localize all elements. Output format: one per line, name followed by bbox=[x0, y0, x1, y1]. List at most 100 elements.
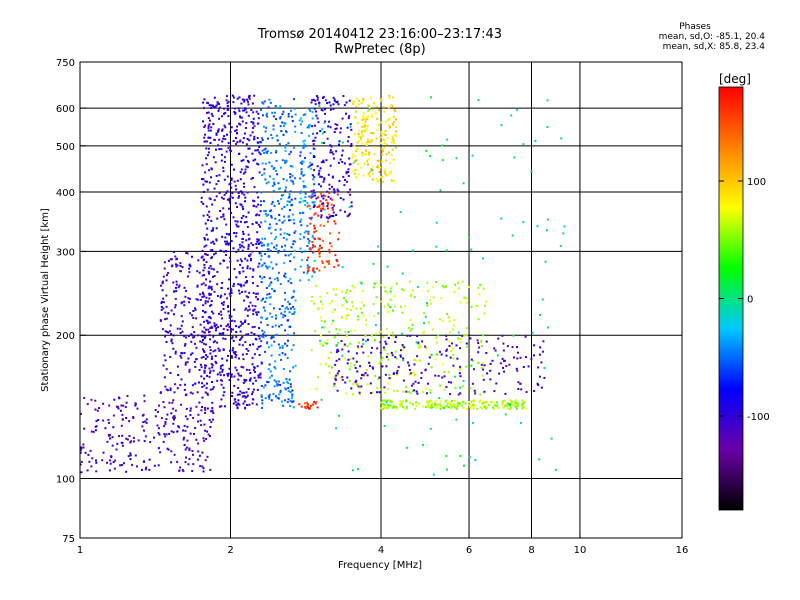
data-point bbox=[260, 244, 263, 247]
data-point bbox=[324, 195, 327, 198]
data-point bbox=[422, 405, 424, 408]
data-point bbox=[278, 271, 280, 274]
data-point bbox=[263, 148, 266, 151]
data-point bbox=[234, 401, 237, 404]
data-point bbox=[266, 380, 268, 383]
data-point bbox=[321, 307, 324, 310]
data-point bbox=[346, 362, 349, 365]
data-point bbox=[334, 254, 337, 257]
data-point bbox=[439, 400, 442, 403]
data-point bbox=[309, 109, 312, 112]
data-point bbox=[424, 345, 427, 348]
data-point bbox=[274, 217, 277, 220]
data-point bbox=[447, 401, 450, 404]
data-point bbox=[323, 224, 326, 227]
data-point bbox=[319, 200, 322, 203]
data-point bbox=[219, 374, 222, 376]
data-point bbox=[479, 399, 482, 402]
data-point bbox=[304, 157, 306, 159]
data-point bbox=[267, 243, 270, 246]
data-point bbox=[244, 308, 247, 311]
data-point bbox=[299, 161, 302, 164]
data-point bbox=[376, 117, 379, 120]
data-point bbox=[317, 250, 320, 253]
data-point bbox=[312, 244, 314, 247]
data-point bbox=[314, 212, 317, 215]
data-point bbox=[404, 407, 407, 410]
data-point bbox=[326, 205, 329, 207]
data-point bbox=[300, 170, 303, 173]
data-point bbox=[386, 388, 389, 391]
data-point bbox=[489, 369, 492, 372]
data-point bbox=[273, 366, 276, 369]
data-point bbox=[264, 384, 267, 387]
data-point bbox=[242, 215, 245, 217]
data-point bbox=[363, 153, 366, 156]
data-point bbox=[336, 389, 339, 392]
data-point bbox=[115, 405, 118, 408]
data-point bbox=[170, 340, 173, 342]
data-point bbox=[332, 319, 335, 322]
data-point bbox=[509, 399, 512, 402]
data-point bbox=[360, 385, 363, 388]
data-point bbox=[246, 259, 249, 262]
data-point bbox=[191, 392, 194, 395]
data-point bbox=[413, 389, 416, 392]
data-point bbox=[260, 362, 263, 365]
data-point bbox=[206, 111, 208, 114]
data-point bbox=[218, 371, 221, 374]
data-point bbox=[162, 297, 165, 300]
data-point bbox=[247, 243, 250, 246]
data-point bbox=[252, 292, 255, 295]
data-point bbox=[357, 318, 360, 321]
data-point bbox=[143, 440, 146, 443]
data-point bbox=[345, 101, 348, 104]
data-point bbox=[454, 406, 457, 409]
data-point bbox=[241, 238, 244, 240]
data-point bbox=[115, 448, 118, 451]
data-point bbox=[304, 113, 307, 116]
data-point bbox=[368, 361, 371, 364]
data-point bbox=[387, 337, 390, 339]
data-point bbox=[336, 193, 339, 196]
data-point bbox=[207, 129, 210, 132]
data-point bbox=[275, 151, 278, 154]
data-point bbox=[317, 121, 320, 124]
data-point bbox=[244, 341, 247, 344]
data-point bbox=[205, 261, 208, 263]
data-point bbox=[237, 196, 240, 199]
data-point bbox=[358, 135, 361, 138]
data-point bbox=[415, 359, 418, 362]
data-point bbox=[256, 191, 258, 194]
data-point bbox=[511, 346, 514, 349]
data-point bbox=[226, 133, 228, 136]
data-point bbox=[267, 346, 270, 349]
data-point bbox=[451, 342, 453, 345]
data-point bbox=[459, 375, 462, 378]
data-point bbox=[381, 365, 384, 368]
data-point bbox=[266, 324, 269, 326]
data-point bbox=[283, 215, 286, 218]
data-point bbox=[223, 112, 225, 115]
data-point bbox=[269, 226, 272, 229]
data-point bbox=[481, 345, 484, 347]
data-point bbox=[208, 119, 211, 122]
data-point bbox=[337, 264, 340, 267]
data-point bbox=[238, 292, 241, 295]
data-point bbox=[343, 343, 346, 346]
data-point bbox=[299, 247, 302, 250]
data-point bbox=[362, 134, 365, 137]
data-point bbox=[344, 178, 346, 181]
data-point bbox=[157, 432, 160, 434]
data-point bbox=[252, 121, 255, 124]
data-point bbox=[291, 395, 294, 398]
data-point bbox=[278, 219, 281, 222]
data-point bbox=[251, 131, 254, 134]
data-point bbox=[234, 220, 237, 223]
data-point bbox=[263, 168, 266, 171]
data-point bbox=[257, 223, 260, 226]
data-point bbox=[330, 245, 333, 248]
data-point bbox=[222, 303, 225, 306]
data-point bbox=[202, 304, 205, 307]
